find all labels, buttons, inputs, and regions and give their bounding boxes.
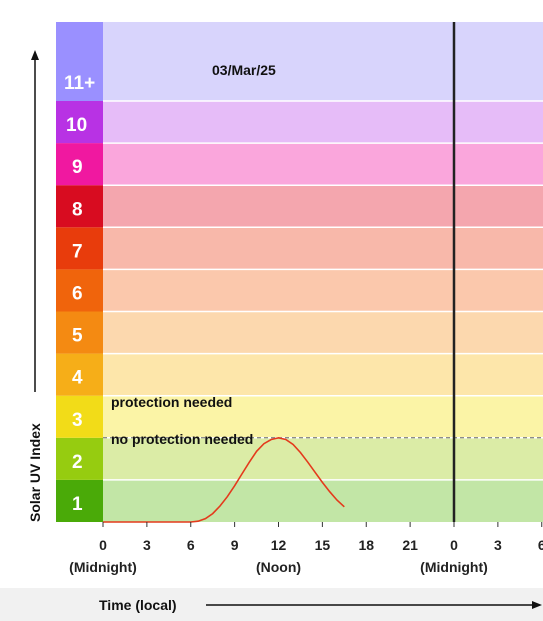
uv-index-series-line: [103, 436, 345, 523]
x-tick-note: (Midnight): [420, 559, 488, 575]
uv-band-label: 1: [72, 494, 83, 515]
uv-band-label: 11+: [64, 73, 95, 94]
uv-bands: [56, 22, 543, 522]
uv-band-fill-10: [103, 101, 543, 144]
uv-band-label: 6: [72, 284, 83, 305]
uv-band-swatch-2: [56, 437, 103, 480]
x-tick-label: 3: [143, 537, 151, 553]
uv-band-fill-5: [103, 311, 543, 354]
uv-band-labels: 1 2 3 4 5 6 7 8 9 10 11+: [64, 73, 95, 515]
protection-needed-label: protection needed: [111, 394, 232, 410]
x-axis-title: Time (local): [99, 597, 177, 613]
uv-band-label: 5: [72, 326, 83, 347]
uv-band-fill-4: [103, 353, 543, 396]
x-tick-label: 6: [538, 537, 543, 553]
x-tick-label: 6: [187, 537, 195, 553]
x-axis-arrow-head: [532, 601, 542, 609]
x-tick-label: 18: [358, 537, 374, 553]
uv-band-label: 4: [72, 368, 83, 389]
uv-band-swatch-10: [56, 101, 103, 144]
x-tick-label: 3: [494, 537, 502, 553]
uv-band-swatch-3: [56, 395, 103, 438]
no-protection-needed-label: no protection needed: [111, 431, 253, 447]
y-axis-title: Solar UV Index: [27, 423, 43, 522]
uv-band-fill-2: [103, 437, 543, 480]
x-axis-ticks: 0 3 6 9 12 15 18 21 0 3 6: [99, 522, 543, 553]
uv-band-fill-9: [103, 143, 543, 186]
uv-band-fill-7: [103, 227, 543, 270]
x-tick-note: (Noon): [256, 559, 301, 575]
x-tick-label: 9: [231, 537, 239, 553]
uv-band-fill-6: [103, 269, 543, 312]
uv-band-fill-1: [103, 479, 543, 522]
x-tick-label: 12: [271, 537, 287, 553]
uv-band-swatch-9: [56, 143, 103, 186]
uv-band-label: 7: [72, 241, 83, 262]
uv-band-label: 9: [72, 157, 83, 178]
x-tick-label: 0: [99, 537, 107, 553]
x-tick-label: 0: [450, 537, 458, 553]
uv-band-swatch-8: [56, 185, 103, 228]
uv-band-fill-3: [103, 395, 543, 438]
uv-band-label: 2: [72, 452, 83, 473]
uv-band-label: 8: [72, 199, 83, 220]
uv-band-swatch-4: [56, 353, 103, 396]
uv-band-swatch-6: [56, 269, 103, 312]
x-tick-label: 15: [315, 537, 331, 553]
x-tick-label: 21: [402, 537, 418, 553]
uv-band-swatch-11plus: [56, 22, 103, 101]
uv-band-fill-8: [103, 185, 543, 228]
x-tick-note: (Midnight): [69, 559, 137, 575]
y-axis-arrow-head: [31, 50, 39, 60]
date-label: 03/Mar/25: [212, 62, 276, 78]
uv-band-label: 10: [66, 115, 87, 136]
x-axis-notes: (Midnight) (Noon) (Midnight): [69, 559, 488, 575]
uv-band-swatch-1: [56, 479, 103, 522]
uv-band-label: 3: [72, 410, 83, 431]
uv-band-fill-11plus: [103, 22, 543, 101]
uv-band-swatch-7: [56, 227, 103, 270]
uv-band-swatch-5: [56, 311, 103, 354]
